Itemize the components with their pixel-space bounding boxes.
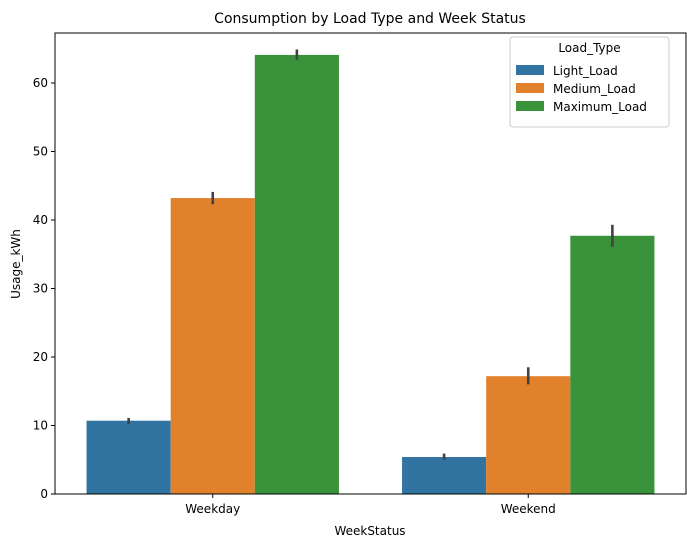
y-tick-label-10: 10 — [33, 419, 48, 433]
bar-maximum-load-weekend — [570, 235, 655, 494]
y-tick-label-30: 30 — [33, 282, 48, 296]
legend-swatch-medium-load — [516, 83, 544, 93]
legend-box — [509, 36, 670, 128]
legend-label-maximum-load: Maximum_Load — [553, 100, 647, 114]
legend-title: Load_Type — [558, 41, 620, 55]
axes: Weekday Weekend 0 10 20 30 40 50 60 — [33, 32, 687, 516]
legend-label-light-load: Light_Load — [553, 64, 618, 78]
error-bars-layer — [127, 49, 614, 460]
legend-label-medium-load: Medium_Load — [553, 82, 636, 96]
y-tick-label-40: 40 — [33, 213, 48, 227]
bar-light-load-weekend — [402, 457, 487, 494]
x-tick-label-weekday: Weekday — [185, 502, 240, 516]
legend-swatch-maximum-load — [516, 101, 544, 111]
y-tick-label-50: 50 — [33, 145, 48, 159]
bar-medium-load-weekday — [170, 198, 255, 495]
bars-layer — [86, 54, 655, 495]
legend-swatch-light-load — [516, 65, 544, 75]
y-tick-label-0: 0 — [40, 487, 48, 501]
chart-title: Consumption by Load Type and Week Status — [214, 11, 526, 27]
y-tick-label-60: 60 — [33, 76, 48, 90]
bar-maximum-load-weekday — [254, 54, 339, 494]
plot-frame — [54, 32, 687, 495]
x-axis-label: WeekStatus — [334, 524, 405, 538]
legend: Load_Type Light_Load Medium_Load Maximum_Lo… — [509, 36, 670, 128]
y-axis-label: Usage_kWh — [9, 229, 23, 299]
bar-light-load-weekday — [86, 420, 171, 494]
x-tick-label-weekend: Weekend — [501, 502, 556, 516]
bar-medium-load-weekend — [486, 376, 571, 494]
y-tick-label-20: 20 — [33, 350, 48, 364]
